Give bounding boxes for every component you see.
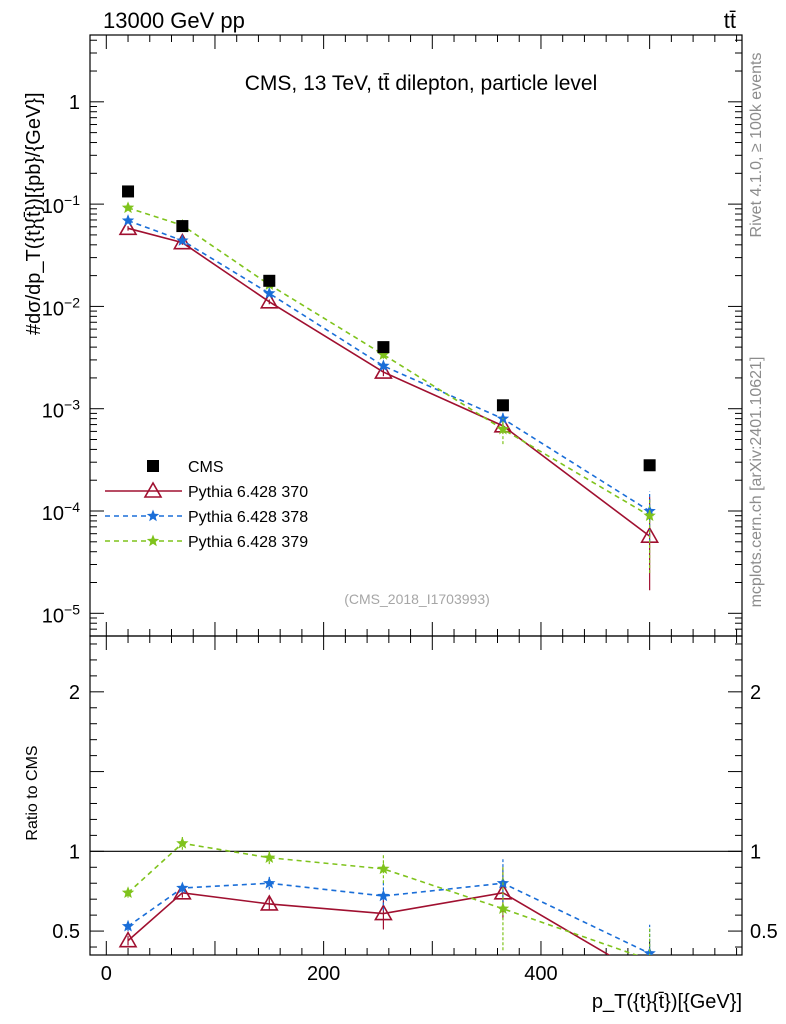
ratio-y-tick-label-right: 0.5: [750, 921, 778, 943]
y-axis-label-text: #dσ/dp_T({t}{t̄})[{pb}/{GeV}]: [23, 92, 45, 335]
series-pythia-6-428-370: [118, 218, 660, 591]
y-tick-label: 10−5: [42, 601, 80, 627]
legend-item: Pythia 6.428 378: [105, 509, 308, 526]
ratio-series-line: [127, 882, 650, 955]
data-point: [496, 422, 510, 435]
ratio-plot-panel: 0 200 400 0.5 0.5 1 1 2 2: [52, 635, 778, 985]
y-tick-label: 10−3: [42, 397, 80, 423]
data-point: [122, 185, 135, 198]
y-tick-label: 1: [69, 92, 80, 114]
main-series-group: [118, 185, 660, 591]
data-point: [259, 292, 279, 309]
x-tick-label: 200: [307, 963, 340, 985]
ratio-series-pythia-6-428-378: [121, 859, 656, 955]
legend-label: Pythia 6.428 370: [188, 484, 308, 501]
y-tick-label: 10−2: [42, 294, 80, 320]
data-point: [377, 341, 390, 354]
data-point: [118, 218, 138, 236]
legend-label: CMS: [188, 459, 224, 476]
legend-marker: [143, 481, 163, 498]
legend-item: Pythia 6.428 370: [105, 481, 308, 501]
main-plot-panel: 1 10−1 10−2 10−3 10−4 10−5: [42, 34, 743, 637]
ratio-y-tick-label: 2: [69, 682, 80, 704]
mcplots-label: mcplots.cern.ch [arXiv:2401.10621]: [748, 357, 765, 608]
ratio-data-point: [121, 886, 135, 899]
data-point: [496, 399, 509, 412]
legend-label: Pythia 6.428 379: [188, 534, 308, 551]
data-point: [643, 459, 656, 472]
ratio-y-axis-label: Ratio to CMS: [24, 745, 41, 840]
rivet-version-label: Rivet 4.1.0, ≥ 100k events: [748, 53, 765, 238]
ratio-data-point: [642, 971, 658, 985]
y-axis-label: #dσ/dp_T({t}{t̄})[{pb}/{GeV}]: [23, 92, 45, 335]
x-axis-label-text: p_T({t}{t̄})[{GeV}]: [592, 991, 742, 1013]
ratio-y-tick-label: 0.5: [52, 921, 80, 943]
ratio-series-group: [118, 836, 658, 985]
process-label: tt̄: [724, 8, 736, 33]
ratio-series-pythia-6-428-379: [121, 836, 651, 955]
x-axis-label: p_T({t}{t̄})[{GeV}]: [592, 991, 742, 1013]
data-point: [643, 509, 656, 522]
series-line: [127, 219, 651, 512]
ratio-data-point: [263, 851, 276, 863]
series-pythia-6-428-379: [121, 201, 656, 573]
data-point: [176, 234, 189, 246]
legend-marker: [147, 460, 159, 472]
series-line: [127, 227, 651, 537]
data-point: [374, 362, 393, 379]
ratio-data-point: [176, 881, 189, 894]
data-point: [263, 286, 276, 299]
data-point: [176, 220, 189, 233]
legend: CMS Pythia 6.428 370 Pythia 6.428 378 Pythi…: [105, 459, 308, 551]
ratio-data-point: [259, 894, 279, 911]
ratio-data-point: [648, 953, 651, 955]
ratio-data-point: [374, 903, 393, 921]
ratio-data-point: [643, 946, 656, 955]
ratio-series-line: [127, 891, 611, 955]
data-point: [121, 201, 135, 214]
ratio-y-tick-label-right: 2: [750, 682, 761, 704]
data-point: [377, 359, 390, 372]
chart-title: CMS, 13 TeV, tt̄ dilepton, particle leve…: [245, 72, 598, 95]
ratio-data-point: [121, 919, 135, 932]
ratio-series-line: [127, 842, 639, 955]
ratio-data-point: [263, 876, 276, 889]
data-point: [121, 214, 135, 226]
data-point: [263, 274, 276, 287]
ratio-data-point: [377, 889, 390, 902]
x-tick-label: 400: [524, 963, 557, 985]
ratio-y-tick-label-right: 1: [750, 841, 761, 863]
legend-item: CMS: [147, 459, 224, 476]
ratio-data-point: [172, 883, 192, 900]
ratio-frame: [89, 635, 743, 956]
analysis-id-watermark: (CMS_2018_I1703993): [344, 591, 490, 607]
ratio-y-tick-label: 1: [69, 841, 80, 863]
legend-label: Pythia 6.428 378: [188, 509, 308, 526]
legend-item: Pythia 6.428 379: [105, 534, 308, 551]
data-point: [172, 233, 192, 250]
series-cms: [122, 185, 656, 472]
legend-marker: [146, 534, 160, 547]
energy-label: 13000 GeV pp: [103, 8, 245, 33]
data-point: [377, 348, 390, 360]
ratio-data-point: [496, 902, 510, 914]
legend-marker: [146, 509, 160, 522]
y-tick-label: 10−4: [42, 499, 80, 525]
ratio-data-point: [118, 931, 138, 948]
ratio-data-point: [176, 836, 189, 849]
x-tick-label: 0: [101, 963, 112, 985]
y-tick-label: 10−1: [42, 192, 80, 218]
series-line: [127, 207, 651, 517]
ratio-data-point: [377, 862, 390, 875]
